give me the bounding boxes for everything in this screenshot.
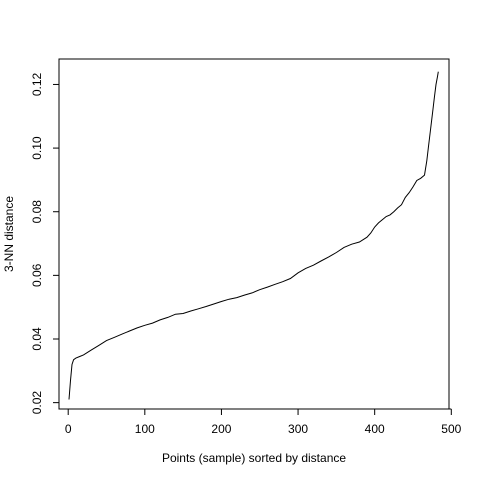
x-axis: 0 100 200 300 400 500 [65,408,462,436]
y-tick-label: 0.10 [30,136,44,160]
x-tick-label: 400 [365,422,385,436]
series-line [68,71,439,400]
y-tick-label: 0.06 [30,263,44,287]
y-tick-label: 0.04 [30,327,44,351]
x-tick-label: 100 [135,422,155,436]
x-tick-label: 500 [441,422,461,436]
x-tick-label: 200 [211,422,231,436]
x-tick-label: 300 [288,422,308,436]
plot-frame [58,58,450,410]
y-tick-label: 0.08 [30,200,44,224]
y-axis-title: 3-NN distance [2,196,16,272]
x-tick-label: 0 [65,422,72,436]
y-tick-label: 0.12 [30,72,44,96]
y-tick-label: 0.02 [30,391,44,415]
y-axis: 0.02 0.04 0.06 0.08 0.10 0.12 [30,72,60,415]
x-axis-title: Points (sample) sorted by distance [162,451,346,465]
